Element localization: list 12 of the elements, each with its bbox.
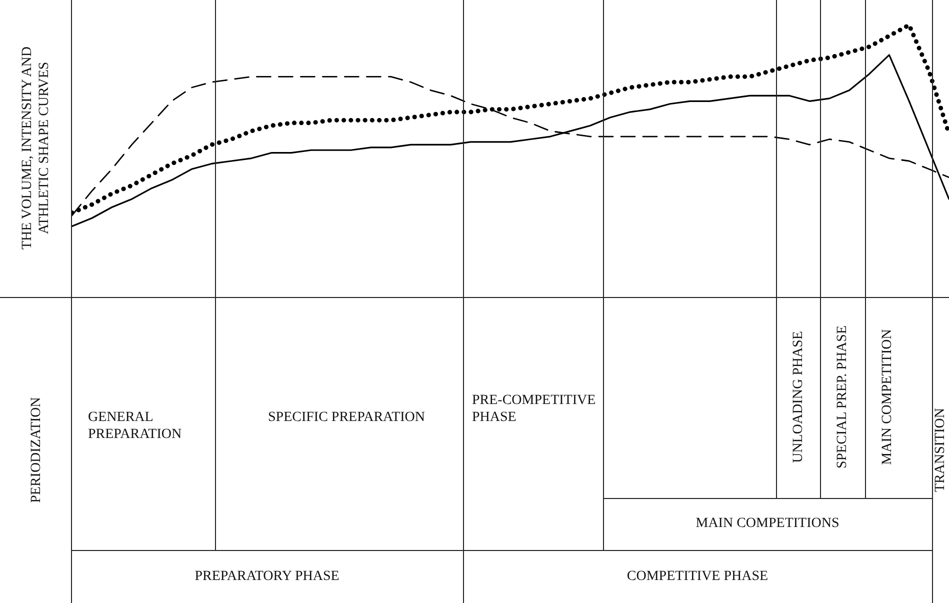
- text: MAIN COMPETITIONS: [694, 515, 840, 532]
- text: SPECIAL PREP. PHASE: [834, 324, 850, 471]
- text: PERIODIZATION: [28, 396, 44, 505]
- text: MAIN COMPETITION: [878, 328, 896, 467]
- text: TRANSITION: [932, 407, 948, 494]
- text: PRE-COMPETITIVE PHASE: [472, 392, 597, 426]
- text: GENERAL PREPARATION: [88, 409, 183, 443]
- y-axis-title: THE VOLUME, INTENSITY AND ATHLETIC SHAPE CURVES: [19, 46, 53, 252]
- text: UNLOADING PHASE: [790, 330, 806, 465]
- text: SPECIFIC PREPARATION: [268, 409, 426, 426]
- text: PREPARATORY PHASE: [194, 568, 340, 585]
- text: COMPETITIVE PHASE: [626, 568, 770, 585]
